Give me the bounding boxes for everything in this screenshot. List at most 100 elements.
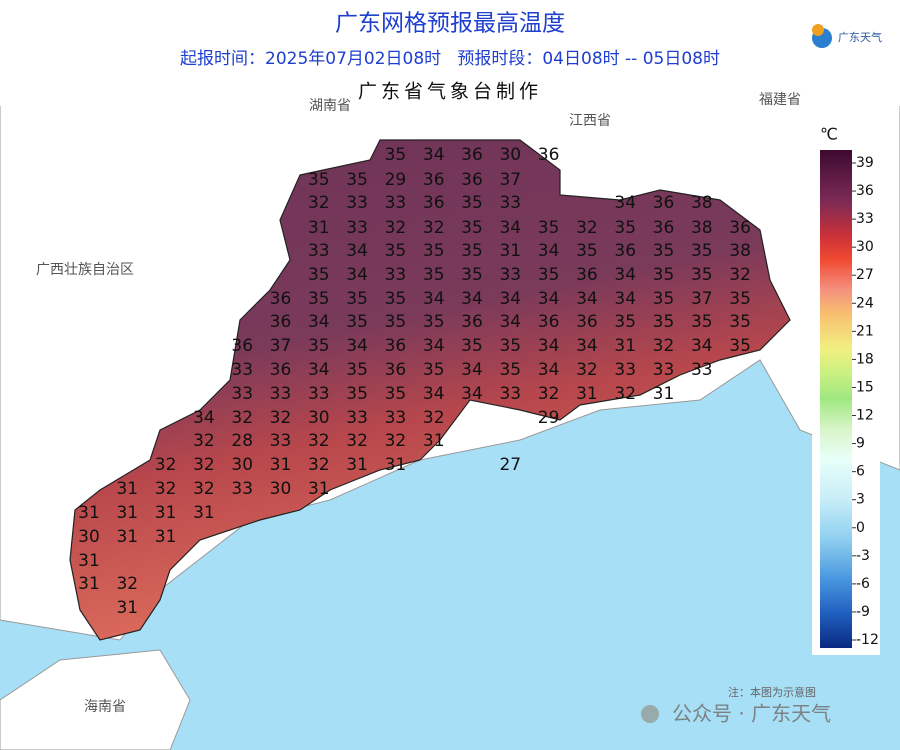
grid-value: 33 [231,479,253,499]
legend-tick-label: -3 [856,548,870,564]
grid-value: 34 [461,384,483,404]
grid-value: 29 [538,408,560,428]
grid-value: 35 [308,265,330,285]
maker: 广东省气象台制作 [358,81,542,103]
grid-value: 31 [116,527,138,547]
logo-text: 广东天气 [838,30,882,44]
region-label: 湖南省 [309,98,351,114]
grid-value: 32 [308,431,330,451]
grid-value: 35 [653,241,675,261]
grid-value: 35 [308,336,330,356]
grid-value: 31 [116,503,138,523]
grid-value: 35 [538,265,560,285]
grid-value: 34 [308,360,330,380]
grid-value: 33 [499,265,521,285]
grid-value: 35 [423,241,445,261]
grid-value: 32 [270,408,292,428]
note: 注：本图为示意图 [728,685,816,699]
grid-value: 32 [385,431,407,451]
legend-tick-label: 33 [856,211,874,227]
grid-value: 32 [231,408,253,428]
grid-value: 34 [576,289,598,309]
grid-value: 31 [423,431,445,451]
grid-value: 33 [385,193,407,213]
grid-value: 35 [461,218,483,238]
grid-value: 31 [499,241,521,261]
grid-value: 35 [691,241,713,261]
hainan-land [0,649,191,750]
grid-value: 35 [461,265,483,285]
grid-value: 32 [538,384,560,404]
grid-value: 31 [346,455,368,475]
grid-value: 33 [308,241,330,261]
grid-value: 38 [729,241,751,261]
legend-tick-label: 36 [856,183,874,199]
grid-value: 38 [691,193,713,213]
header-bg [0,0,900,106]
grid-value: 32 [423,408,445,428]
grid-value: 35 [346,289,368,309]
grid-value: 35 [653,312,675,332]
legend-tick-label: 21 [856,323,874,339]
grid-value: 31 [614,336,636,356]
colorbar [820,150,852,648]
grid-value: 33 [346,408,368,428]
grid-value: 34 [346,336,368,356]
grid-value: 32 [614,384,636,404]
grid-value: 34 [499,218,521,238]
grid-value: 28 [231,431,253,451]
grid-value: 35 [308,170,330,190]
grid-value: 32 [576,218,598,238]
legend-tick-label: 18 [856,351,874,367]
grid-value: 38 [691,218,713,238]
legend-tick-label: 39 [856,155,874,171]
legend-tick-label: -9 [856,604,870,620]
region-label: 江西省 [569,113,611,129]
grid-value: 34 [461,360,483,380]
grid-values: 35 34 36 30 36 35 35 29 36 36 37 32 33 33 36 35 33 34 36 38… [78,145,751,618]
guangdong [69,139,791,641]
grid-value: 35 [576,241,598,261]
grid-value: 31 [116,479,138,499]
grid-value: 32 [729,265,751,285]
grid-value: 30 [308,408,330,428]
grid-value: 31 [308,218,330,238]
grid-value: 34 [499,312,521,332]
grid-value: 35 [385,241,407,261]
grid-value: 35 [346,384,368,404]
grid-value: 36 [270,312,292,332]
legend-tick-label: 12 [856,408,874,424]
grid-value: 33 [270,431,292,451]
grid-value: 35 [691,312,713,332]
grid-value: 32 [155,455,177,475]
grid-value: 33 [499,193,521,213]
grid-value: 32 [385,218,407,238]
grid-value: 34 [691,336,713,356]
grid-value: 31 [116,598,138,618]
grid-value: 34 [423,384,445,404]
grid-value: 35 [653,289,675,309]
grid-value: 33 [231,360,253,380]
grid-value: 34 [538,336,560,356]
grid-value: 34 [346,265,368,285]
grid-value: 30 [499,145,521,165]
grid-value: 36 [538,312,560,332]
grid-value: 35 [423,360,445,380]
grid-value: 31 [78,551,100,571]
grid-value: 32 [653,336,675,356]
grid-value: 34 [423,145,445,165]
region-label: 海南省 [84,699,126,715]
grid-value: 32 [308,193,330,213]
grid-value: 36 [385,336,407,356]
grid-value: 29 [385,170,407,190]
grid-value: 36 [653,193,675,213]
legend-tick-label: -6 [856,576,870,592]
grid-value: 34 [538,241,560,261]
grid-value: 36 [576,265,598,285]
wechat-icon [641,705,659,723]
grid-value: 34 [461,289,483,309]
grid-value: 34 [346,241,368,261]
grid-value: 35 [729,289,751,309]
grid-value: 32 [116,574,138,594]
